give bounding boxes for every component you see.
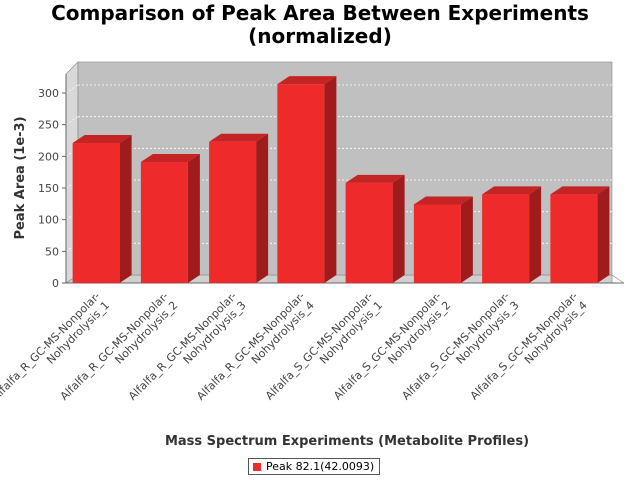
bar-top-4 xyxy=(277,76,337,85)
bar-front-2 xyxy=(140,162,188,283)
bar-front-8 xyxy=(550,194,598,283)
x-tick-label-1: Alfalfa_R_GC-MS-Nonpolar-Nohydrolysis_1 xyxy=(0,289,112,402)
gridline-side-6 xyxy=(65,84,79,94)
bar-side-6 xyxy=(460,196,473,283)
legend: Peak 82.1(42.0093) xyxy=(248,458,381,475)
y-tick-label-6: 300 xyxy=(38,87,59,100)
bar-top-8 xyxy=(550,186,610,195)
chart-title-line-2: (normalized) xyxy=(248,24,392,48)
bars xyxy=(72,76,610,283)
y-tick-label-0: 0 xyxy=(52,277,59,290)
bar-2 xyxy=(140,154,200,283)
x-tick-label-6-line-1: Alfalfa_S_GC-MS-Nonpolar- xyxy=(331,290,444,403)
bar-top-2 xyxy=(140,154,200,163)
x-tick-label-7-line-1: Alfalfa_S_GC-MS-Nonpolar- xyxy=(399,290,512,403)
bar-6 xyxy=(413,196,473,283)
bar-side-3 xyxy=(256,133,269,283)
y-tick-label-1: 50 xyxy=(45,245,59,258)
bar-side-2 xyxy=(187,154,200,283)
bar-top-6 xyxy=(413,196,473,205)
x-tick-label-5-line-1: Alfalfa_S_GC-MS-Nonpolar- xyxy=(263,290,376,403)
bar-side-8 xyxy=(597,186,610,283)
chart-title-line-1: Comparison of Peak Area Between Experime… xyxy=(51,1,589,25)
bar-front-6 xyxy=(413,204,461,283)
legend-label: Peak 82.1(42.0093) xyxy=(266,460,375,473)
x-tick-label-3-line-1: Alfalfa_R_GC-MS-Nonpolar- xyxy=(126,289,239,402)
bar-side-4 xyxy=(324,76,337,283)
bar-side-1 xyxy=(119,135,132,283)
chart-title: Comparison of Peak Area Between Experime… xyxy=(0,2,640,48)
bar-5 xyxy=(345,174,405,283)
bar-front-4 xyxy=(277,84,325,283)
bar-front-1 xyxy=(72,143,120,283)
y-tick-label-4: 200 xyxy=(38,150,59,163)
bar-side-5 xyxy=(392,174,405,283)
x-tick-label-2-line-1: Alfalfa_R_GC-MS-Nonpolar- xyxy=(58,289,171,402)
gridline-side-5 xyxy=(65,116,79,125)
bar-top-5 xyxy=(345,174,405,183)
bar-front-3 xyxy=(209,141,257,283)
bar-front-7 xyxy=(482,194,530,283)
bar-side-7 xyxy=(529,186,542,283)
y-tick-label-2: 100 xyxy=(38,214,59,227)
floor-right-edge xyxy=(611,274,625,284)
x-tick-labels: Alfalfa_R_GC-MS-Nonpolar-Nohydrolysis_1A… xyxy=(0,289,590,403)
bar-8 xyxy=(550,186,610,283)
x-tick-label-8-line-1: Alfalfa_S_GC-MS-Nonpolar- xyxy=(468,290,581,403)
x-tick-label-4-line-1: Alfalfa_R_GC-MS-Nonpolar- xyxy=(194,289,307,402)
axes xyxy=(62,74,67,284)
bar-4 xyxy=(277,76,337,283)
bar-7 xyxy=(482,186,542,283)
bar-front-5 xyxy=(345,182,393,283)
bar-top-1 xyxy=(72,135,132,144)
y-tick-label-5: 250 xyxy=(38,119,59,132)
y-tick-label-3: 150 xyxy=(38,182,59,195)
x-tick-label-1-line-1: Alfalfa_R_GC-MS-Nonpolar- xyxy=(0,289,103,402)
y-tick-labels: 0 50 100 150 200 250 300 xyxy=(38,87,59,290)
y-axis-label: Peak Area (1e-3) xyxy=(13,116,28,239)
bar-top-3 xyxy=(209,133,269,142)
x-axis-label: Mass Spectrum Experiments (Metabolite Pr… xyxy=(165,434,529,449)
bar-top-7 xyxy=(482,186,542,195)
legend-swatch xyxy=(253,462,261,471)
bar-1 xyxy=(72,135,132,283)
bar-3 xyxy=(209,133,269,283)
